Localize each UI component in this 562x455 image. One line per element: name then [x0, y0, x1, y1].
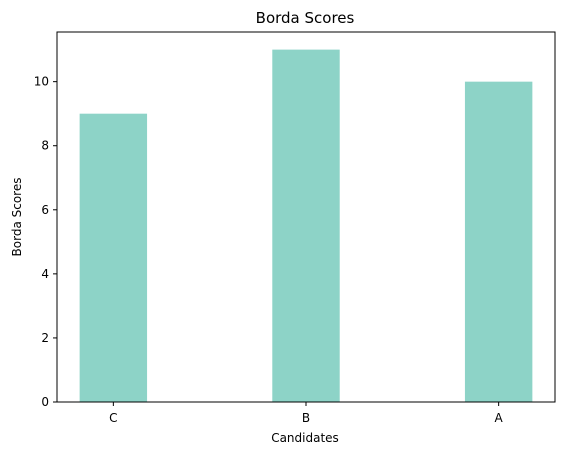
y-tick-label: 2: [41, 331, 49, 345]
chart-title: Borda Scores: [256, 9, 355, 27]
y-axis: 0 2 4 6 8 10: [34, 75, 57, 409]
y-tick-label: 6: [41, 203, 49, 217]
bars-group: [79, 49, 533, 403]
bar-A: [464, 81, 533, 402]
y-axis-label: Borda Scores: [10, 178, 24, 257]
x-tick-label-C: C: [109, 411, 117, 425]
plot-frame: [56, 31, 556, 403]
x-axis-label: Candidates: [271, 431, 339, 445]
y-tick-label: 4: [41, 267, 49, 281]
x-tick-label-B: B: [302, 411, 310, 425]
x-tick-label-A: A: [495, 411, 504, 425]
y-tick-label: 10: [34, 75, 49, 89]
bar-B: [272, 49, 340, 402]
y-tick-label: 8: [41, 139, 49, 153]
y-tick-label: 0: [41, 395, 49, 409]
bar-C: [79, 113, 148, 403]
plot-area: 0 2 4 6 8 10 C B A: [34, 31, 556, 425]
